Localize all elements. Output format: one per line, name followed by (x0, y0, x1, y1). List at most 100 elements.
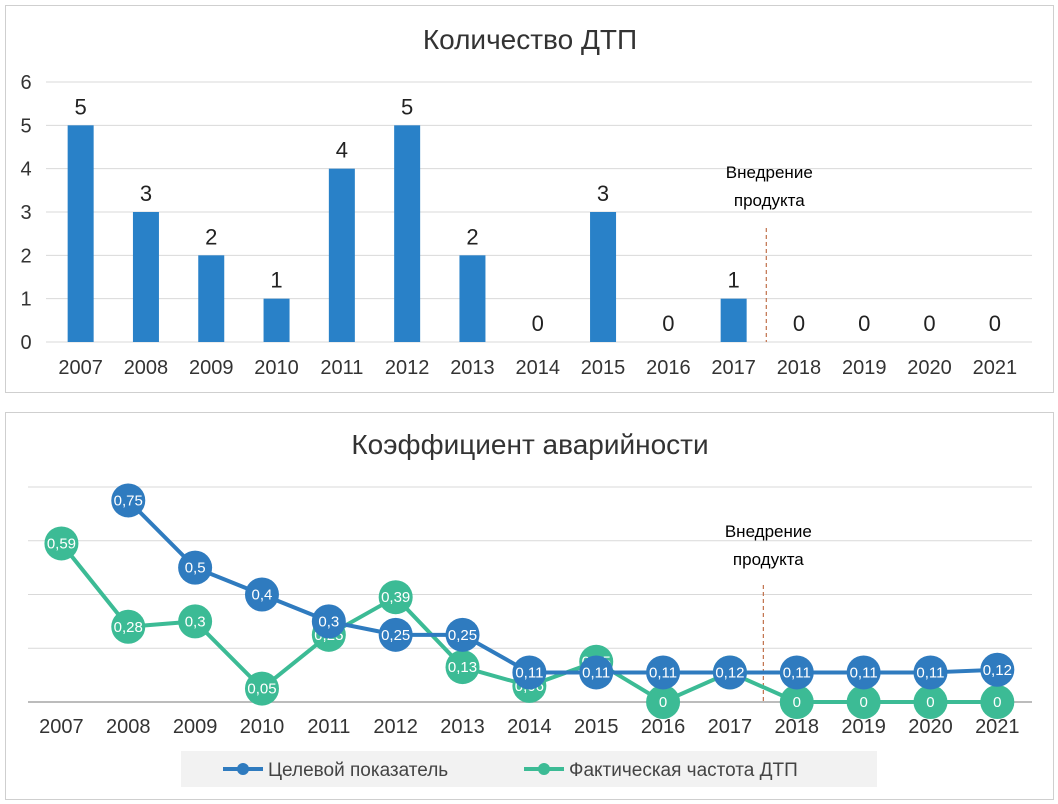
x-tick-label: 2011 (307, 716, 350, 738)
data-point (244, 577, 279, 612)
point-label: 0,39 (381, 589, 410, 606)
x-tick-label: 2016 (646, 357, 691, 379)
x-tick-label: 2019 (841, 716, 886, 738)
data-label: 4 (336, 138, 348, 163)
bar (590, 212, 617, 342)
data-label: 3 (140, 181, 152, 206)
y-tick-label: 1 (20, 289, 31, 311)
data-label: 1 (270, 268, 282, 293)
x-tick-label: 2008 (124, 357, 169, 379)
data-point (512, 655, 547, 690)
x-tick-label: 2012 (385, 357, 430, 379)
data-point (445, 617, 480, 652)
data-point (378, 617, 413, 652)
x-tick-label: 2010 (254, 357, 299, 379)
point-label: 0,3 (185, 613, 206, 630)
y-tick-label: 0 (20, 332, 31, 354)
point-label: 0,11 (916, 664, 944, 681)
data-point (913, 685, 948, 719)
x-tick-label: 2010 (240, 716, 285, 738)
data-point (445, 650, 480, 685)
x-tick-label: 2021 (975, 716, 1020, 738)
x-tick-label: 2007 (39, 716, 84, 738)
data-point (712, 655, 747, 690)
data-point (980, 685, 1015, 719)
data-point (178, 550, 213, 585)
point-label: 0 (993, 694, 1001, 711)
point-label: 0,12 (715, 664, 744, 681)
annotation-text: продукта (734, 191, 805, 210)
chart-title: Количество ДТП (423, 24, 637, 55)
legend-label: Целевой показатель (268, 760, 448, 781)
data-label: 0 (662, 311, 674, 336)
x-tick-label: 2021 (973, 357, 1018, 379)
x-tick-label: 2008 (106, 716, 151, 738)
x-tick-label: 2018 (777, 357, 822, 379)
data-point (913, 655, 948, 690)
x-tick-label: 2017 (708, 716, 753, 738)
x-tick-label: 2020 (908, 716, 953, 738)
legend-marker (237, 763, 249, 775)
y-tick-label: 4 (20, 159, 31, 181)
x-tick-label: 2011 (320, 357, 363, 379)
annotation-text: Внедрение (725, 522, 812, 541)
point-label: 0 (659, 694, 667, 711)
data-point (111, 483, 146, 518)
point-label: 0,28 (114, 619, 143, 636)
y-tick-label: 5 (20, 115, 31, 137)
data-point (846, 655, 881, 690)
data-label: 0 (858, 311, 870, 336)
bar (328, 168, 355, 342)
x-tick-label: 2018 (775, 716, 820, 738)
line-chart-panel: Коэффициент аварийности Внедрение продукт… (5, 412, 1054, 800)
data-point (779, 655, 814, 690)
bar (720, 298, 747, 342)
data-label: 0 (793, 311, 805, 336)
point-label: 0,25 (381, 627, 410, 644)
point-label: 0 (926, 694, 934, 711)
point-label: 0,11 (783, 664, 811, 681)
data-point (378, 580, 413, 615)
data-label: 0 (989, 311, 1001, 336)
x-tick-label: 2009 (189, 357, 234, 379)
x-tick-label: 2009 (173, 716, 218, 738)
x-tick-label: 2014 (516, 357, 561, 379)
bar-chart-panel: Количество ДТП 5 3 2 1 4 5 2 0 3 0 1 0 0 0 0 0 1 2 3 4 5 6 20… (5, 5, 1054, 393)
point-label: 0,13 (448, 659, 477, 676)
y-tick-label: 6 (20, 72, 31, 94)
point-label: 0,11 (649, 664, 677, 681)
bar (198, 255, 225, 342)
data-point (311, 604, 346, 639)
point-label: 0,75 (114, 492, 143, 509)
y-tick-label: 2 (20, 245, 31, 267)
accident-count-chart: Количество ДТП 5 3 2 1 4 5 2 0 3 0 1 0 0 0 0 0 1 2 3 4 5 6 20… (20, 24, 1032, 379)
accident-rate-chart: Коэффициент аварийности Внедрение продукт… (28, 429, 1032, 787)
data-label: 5 (401, 94, 413, 119)
x-tick-label: 2017 (711, 357, 756, 379)
bar (459, 255, 486, 342)
point-label: 0,5 (185, 560, 206, 577)
x-tick-label: 2012 (373, 716, 418, 738)
data-label: 1 (728, 268, 740, 293)
x-tick-label: 2015 (574, 716, 619, 738)
data-label: 0 (923, 311, 935, 336)
point-label: 0,11 (582, 664, 610, 681)
data-label: 2 (466, 224, 478, 249)
point-label: 0,12 (983, 662, 1012, 679)
data-point (111, 609, 146, 644)
point-label: 0,11 (850, 664, 878, 681)
x-tick-label: 2020 (907, 357, 952, 379)
annotation-text: продукта (733, 550, 804, 569)
bar (132, 212, 159, 342)
point-label: 0,05 (247, 681, 276, 698)
data-point (646, 685, 681, 719)
legend: Целевой показатель Фактическая частота ДТ… (181, 751, 877, 787)
x-tick-label: 2016 (641, 716, 686, 738)
data-label: 2 (205, 224, 217, 249)
data-point (244, 671, 279, 706)
x-tick-label: 2015 (581, 357, 626, 379)
x-tick-label: 2013 (440, 716, 485, 738)
data-point (178, 604, 213, 639)
point-label: 0 (793, 694, 801, 711)
x-tick-label: 2013 (450, 357, 495, 379)
